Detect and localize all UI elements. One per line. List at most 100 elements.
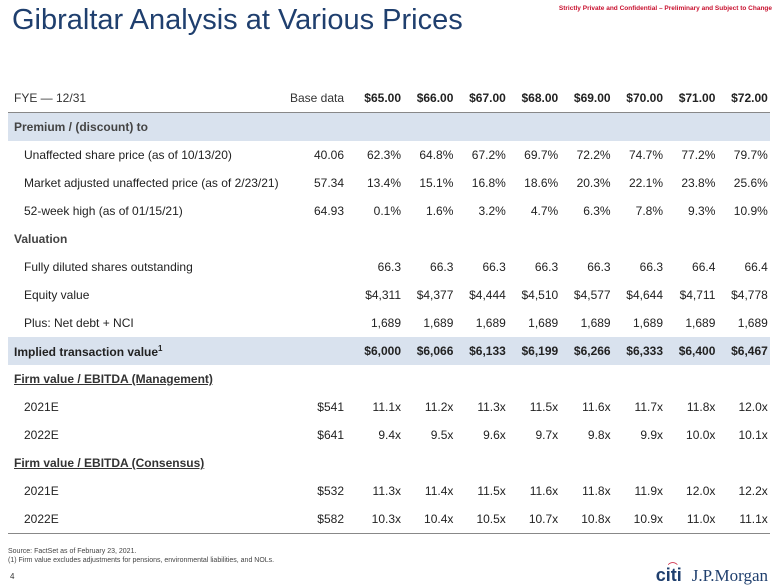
page-title: Gibraltar Analysis at Various Prices — [12, 4, 463, 36]
page-number: 4 — [10, 572, 15, 581]
base-data-value: $541 — [317, 400, 344, 414]
value-col-7: 66.4 — [692, 260, 716, 274]
value-col-6: 11.7x — [634, 400, 663, 414]
base-data-value: $582 — [317, 512, 344, 526]
value-col-3: 9.6x — [483, 428, 506, 442]
value-col-7: 1,689 — [685, 316, 716, 330]
value-col-4: 69.7% — [524, 148, 559, 162]
value-col-5: 20.3% — [576, 176, 611, 190]
value-col-7: 23.8% — [681, 176, 716, 190]
value-col-4: 9.7x — [535, 428, 559, 442]
value-col-6: 7.8% — [635, 204, 663, 218]
value-col-6: 9.9x — [640, 428, 663, 442]
value-col-1: 0.1% — [373, 204, 401, 218]
value-col-2: 1.6% — [426, 204, 454, 218]
base-data-value: $532 — [317, 484, 344, 498]
value-col-4: 66.3 — [534, 260, 559, 274]
value-col-3: 1,689 — [475, 316, 506, 330]
section-header-consensus: Firm value / EBITDA (Consensus) — [8, 449, 770, 477]
value-col-3: $6,133 — [469, 344, 506, 358]
value-col-3: 16.8% — [471, 176, 506, 190]
value-col-7: 11.8x — [686, 400, 716, 414]
jpmorgan-logo: J.P.Morgan — [691, 566, 768, 585]
value-col-1: 11.1x — [372, 400, 401, 414]
value-col-7: $71.00 — [678, 91, 716, 105]
value-col-2: 11.4x — [424, 484, 454, 498]
value-col-5: 6.3% — [583, 204, 611, 218]
value-col-7: 11.0x — [686, 512, 716, 526]
value-col-1: $4,311 — [365, 288, 401, 302]
base-data-value: 64.93 — [313, 204, 344, 218]
value-col-3: 11.5x — [477, 484, 506, 498]
value-col-8: 12.2x — [738, 484, 768, 498]
value-col-1: 66.3 — [377, 260, 401, 274]
value-col-1: 1,689 — [370, 316, 401, 330]
valuation-rows: Fully diluted shares outstanding 66.3 66.3… — [8, 253, 770, 337]
table-row: 2022E $641 9.4x 9.5x 9.6x 9.7x 9.8x 9.9x 10.0x 10… — [8, 421, 770, 449]
table-row: Plus: Net debt + NCI 1,689 1,689 1,689 1,689… — [8, 309, 770, 337]
value-col-5: $4,577 — [573, 288, 611, 302]
row-label: Market adjusted unaffected price (as of … — [24, 176, 279, 190]
table-row: Market adjusted unaffected price (as of … — [8, 169, 770, 197]
value-col-4: $6,199 — [521, 344, 559, 358]
value-col-4: 11.6x — [529, 484, 559, 498]
value-col-8: $4,778 — [731, 288, 768, 302]
value-col-8: 10.1x — [738, 428, 768, 442]
value-col-8: $6,467 — [731, 344, 768, 358]
table-row: Unaffected share price (as of 10/13/20) 4… — [8, 141, 770, 169]
value-col-6: 10.9x — [633, 512, 663, 526]
citi-jpmorgan-logo: citi⌒ J.P.Morgan — [656, 563, 768, 586]
row-label: 2021E — [24, 400, 59, 414]
value-col-2: 66.3 — [430, 260, 454, 274]
value-col-4: 4.7% — [530, 204, 559, 218]
value-col-4: 18.6% — [524, 176, 559, 190]
value-col-6: $6,333 — [626, 344, 663, 358]
row-label: Fully diluted shares outstanding — [24, 260, 193, 274]
value-col-3: $67.00 — [469, 91, 506, 105]
value-col-3: 66.3 — [482, 260, 506, 274]
row-label: Implied transaction value1 — [14, 344, 163, 359]
value-col-6: 22.1% — [628, 176, 663, 190]
management-rows: 2021E $541 11.1x 11.2x 11.3x 11.5x 11.6x 11.7x 1… — [8, 393, 770, 449]
value-col-5: 11.8x — [582, 484, 611, 498]
value-col-2: $4,377 — [416, 288, 454, 302]
consensus-rows: 2021E $532 11.3x 11.4x 11.5x 11.6x 11.8x 11.9x 1… — [8, 477, 770, 533]
value-col-1: $6,000 — [364, 344, 401, 358]
footnote-1: (1) Firm value excludes adjustments for … — [8, 557, 275, 564]
analysis-table: FYE — 12/31 Base data $65.00 $66.00 $67.00… — [8, 84, 770, 534]
value-col-8: 11.1x — [739, 512, 768, 526]
table-row: 52-week high (as of 01/15/21) 64.93 0.1% 1.… — [8, 197, 770, 225]
row-label: 2022E — [24, 512, 59, 526]
value-col-1: 62.3% — [366, 148, 401, 162]
value-col-2: 1,689 — [423, 316, 454, 330]
value-col-1: 13.4% — [366, 176, 401, 190]
value-col-2: 64.8% — [419, 148, 454, 162]
section-header-management: Firm value / EBITDA (Management) — [8, 365, 770, 393]
value-col-1: 9.4x — [378, 428, 401, 442]
value-col-3: 67.2% — [471, 148, 506, 162]
section-title: Premium / (discount) to — [14, 120, 149, 134]
value-col-3: 3.2% — [478, 204, 506, 218]
value-col-1: 10.3x — [371, 512, 401, 526]
base-data-value: $641 — [317, 428, 344, 442]
base-data-header: Base data — [289, 91, 344, 105]
row-label: 52-week high (as of 01/15/21) — [24, 204, 183, 218]
value-col-3: $4,444 — [469, 288, 506, 302]
value-col-2: 9.5x — [430, 428, 454, 442]
value-col-5: $6,266 — [573, 344, 611, 358]
implied-transaction-row: Implied transaction value1 $6,000 $6,066 $… — [8, 337, 770, 365]
row-label: 2021E — [24, 484, 59, 498]
value-col-7: 9.3% — [688, 204, 716, 218]
value-col-6: 74.7% — [628, 148, 663, 162]
value-col-2: 11.2x — [424, 400, 454, 414]
value-col-5: 10.8x — [581, 512, 611, 526]
fye-header: FYE — 12/31 — [14, 91, 87, 105]
value-col-6: 1,689 — [632, 316, 663, 330]
table-row: 2021E $541 11.1x 11.2x 11.3x 11.5x 11.6x 11.7x 1… — [8, 393, 770, 421]
base-data-value: 57.34 — [313, 176, 344, 190]
section-header-valuation: Valuation — [8, 225, 770, 253]
citi-arc-icon: ⌒ — [667, 563, 678, 574]
value-col-8: 12.0x — [738, 400, 768, 414]
table-row: Equity value $4,311 $4,377 $4,444 $4,510 $4,5… — [8, 281, 770, 309]
value-col-4: $4,510 — [521, 288, 559, 302]
